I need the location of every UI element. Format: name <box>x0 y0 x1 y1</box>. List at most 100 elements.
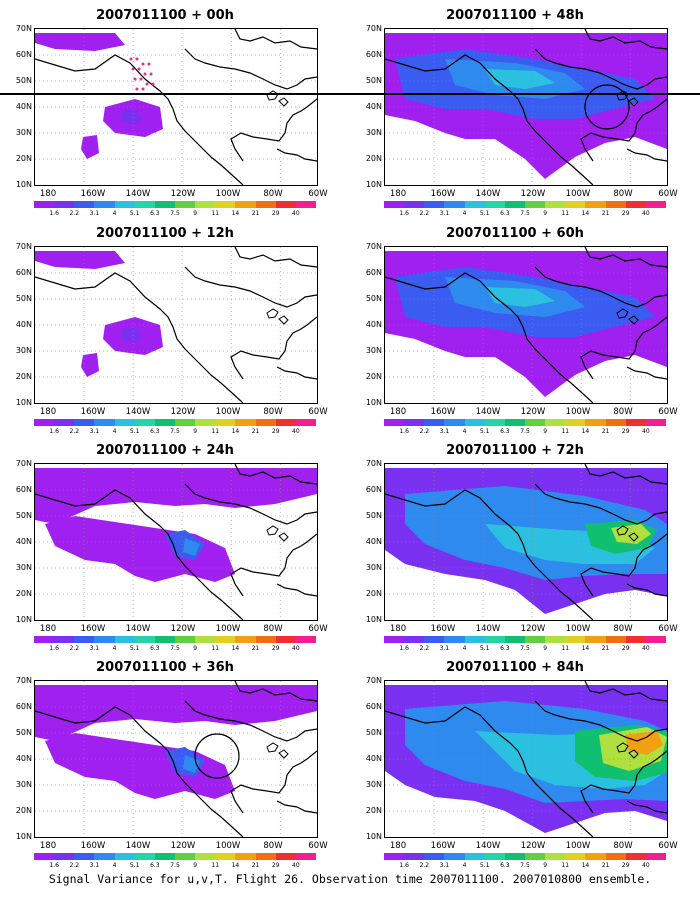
colorbar-label: 11 <box>561 862 570 869</box>
variance-contour <box>485 69 555 89</box>
longitude-label: 100W <box>215 841 241 851</box>
longitude-label: 160W <box>80 624 106 634</box>
latitude-label: 10N <box>365 180 382 189</box>
map-panel: 2007011100 + 24h 70N 60N 50N 40N 30N 20N 10N 180… <box>0 443 330 658</box>
colorbar-swatch <box>484 853 505 860</box>
colorbar-swatch <box>605 853 626 860</box>
longitude-label: 80W <box>613 407 633 417</box>
colorbar-swatch <box>195 201 216 208</box>
colorbar-label: 21 <box>601 210 610 217</box>
latitude-label: 20N <box>15 806 32 815</box>
colorbar-swatch <box>404 201 425 208</box>
coastline <box>626 800 667 814</box>
colorbar-swatch <box>34 419 55 426</box>
longitude-label: 60W <box>658 841 678 851</box>
colorbar-label: 7.5 <box>520 645 530 652</box>
colorbar-label: 29 <box>271 645 280 652</box>
longitude-label: 80W <box>613 189 633 199</box>
latitude-label: 40N <box>15 320 32 329</box>
colorbar-swatch <box>464 853 485 860</box>
latitude-label: 60N <box>365 268 382 277</box>
colorbar-label: 21 <box>251 862 260 869</box>
longitude-label: 120W <box>170 407 196 417</box>
flight-track-point <box>133 77 137 81</box>
longitude-label: 140W <box>125 624 151 634</box>
coastline <box>230 98 317 162</box>
colorbar-swatch <box>504 853 525 860</box>
colorbar-swatch <box>645 201 666 208</box>
colorbar-swatch <box>625 636 646 643</box>
longitude-label: 120W <box>520 624 546 634</box>
longitude-label: 100W <box>215 407 241 417</box>
coastline <box>276 148 317 162</box>
latitude-label: 10N <box>15 832 32 841</box>
map-panel: 2007011100 + 60h 70N 60N 50N 40N 30N 20N 10N 180… <box>350 226 680 441</box>
latitude-label: 20N <box>365 372 382 381</box>
colorbar-label: 14 <box>581 645 590 652</box>
colorbar-label: 3.1 <box>89 645 100 652</box>
latitude-label: 10N <box>15 398 32 407</box>
longitude-label: 120W <box>520 841 546 851</box>
flight-track-point <box>151 82 155 86</box>
flight-track-point <box>135 87 139 91</box>
longitude-label: 180 <box>389 407 407 417</box>
coastline <box>584 681 667 702</box>
colorbar-label: 5.1 <box>129 645 140 652</box>
colorbar-label: 4 <box>462 428 467 435</box>
latitude-label: 10N <box>365 398 382 407</box>
colorbar-label: 21 <box>251 645 260 652</box>
colorbar-swatch <box>484 636 505 643</box>
coastline <box>534 48 667 90</box>
colorbar-swatch <box>645 636 666 643</box>
colorbar-label: 5.1 <box>479 645 490 652</box>
coastline <box>35 706 244 837</box>
colorbar-label: 6.3 <box>150 645 160 652</box>
latitude-label: 30N <box>15 128 32 137</box>
coastline <box>184 48 317 90</box>
colorbar <box>34 636 316 643</box>
colorbar-swatch <box>195 853 216 860</box>
latitude-label: 20N <box>365 806 382 815</box>
latitude-label: 40N <box>15 754 32 763</box>
colorbar-swatch <box>275 853 296 860</box>
longitude-label: 60W <box>308 624 328 634</box>
colorbar-swatch <box>565 636 586 643</box>
colorbar-swatch <box>94 853 115 860</box>
colorbar-label: 4 <box>112 428 117 435</box>
coastline <box>626 148 667 162</box>
colorbar-swatch <box>94 636 115 643</box>
colorbar-label: 3.1 <box>439 428 450 435</box>
map-area <box>34 28 318 186</box>
colorbar-swatch <box>424 419 445 426</box>
colorbar-swatch <box>154 201 175 208</box>
contour-map <box>385 29 667 185</box>
colorbar-label: 1.6 <box>49 428 59 435</box>
colorbar-label: 21 <box>251 428 260 435</box>
coastline <box>580 533 667 597</box>
colorbar-swatch <box>295 419 316 426</box>
coastline <box>385 272 594 403</box>
latitude-label: 60N <box>15 702 32 711</box>
latitude-label: 50N <box>365 76 382 85</box>
panel-title: 2007011100 + 60h <box>446 226 584 241</box>
colorbar-swatch <box>154 419 175 426</box>
latitude-label: 70N <box>365 676 382 685</box>
colorbar-swatch <box>545 201 566 208</box>
latitude-label: 60N <box>365 50 382 59</box>
colorbar-swatch <box>235 853 256 860</box>
latitude-label: 50N <box>15 728 32 737</box>
colorbar-swatch <box>114 853 135 860</box>
colorbar-label: 7.5 <box>170 210 180 217</box>
colorbar-swatch <box>444 853 465 860</box>
colorbar-label: 29 <box>621 428 630 435</box>
coastline <box>230 316 317 380</box>
colorbar-label: 21 <box>601 862 610 869</box>
colorbar-swatch <box>504 201 525 208</box>
longitude-label: 60W <box>308 189 328 199</box>
colorbar-swatch <box>134 636 155 643</box>
colorbar-label: 40 <box>292 428 300 435</box>
colorbar-swatch <box>154 853 175 860</box>
coastline <box>534 483 667 525</box>
coastline <box>276 800 317 814</box>
contour-map <box>35 247 317 403</box>
